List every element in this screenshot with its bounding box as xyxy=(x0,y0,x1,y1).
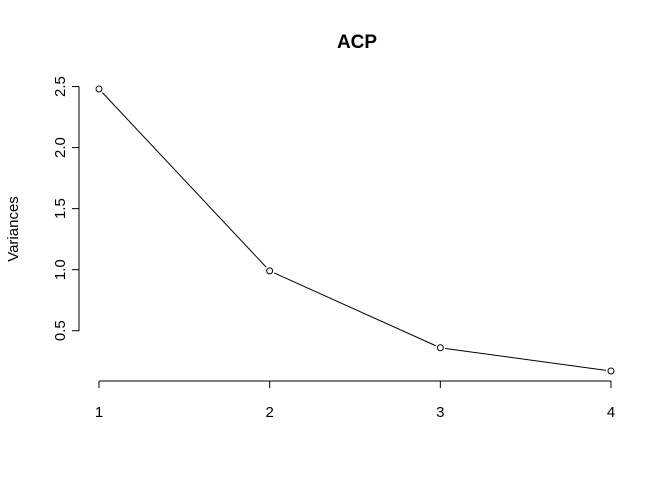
series-line-segment xyxy=(274,272,436,347)
data-point xyxy=(436,344,444,352)
series-layer xyxy=(95,85,615,375)
y-tick-label: 2.5 xyxy=(52,76,69,97)
chart-title: ACP xyxy=(337,32,377,53)
y-tick-label: 1.0 xyxy=(52,259,69,280)
y-tick-label: 1.5 xyxy=(52,198,69,219)
x-tick-label: 1 xyxy=(95,404,103,421)
x-tick-label: 3 xyxy=(436,404,444,421)
axes: 1 2 3 4 0.5 1.0 1.5 2.0 2.5 xyxy=(52,76,615,421)
data-point xyxy=(607,367,615,375)
series-line-segment xyxy=(102,92,267,268)
data-point xyxy=(95,85,103,93)
y-axis-label: Variances xyxy=(5,196,22,262)
x-tick-label: 2 xyxy=(265,404,273,421)
y-tick-label: 0.5 xyxy=(52,320,69,341)
y-tick-label: 2.0 xyxy=(52,137,69,158)
data-point xyxy=(266,267,274,275)
series-line-segment xyxy=(445,347,607,371)
x-tick-label: 4 xyxy=(607,404,615,421)
